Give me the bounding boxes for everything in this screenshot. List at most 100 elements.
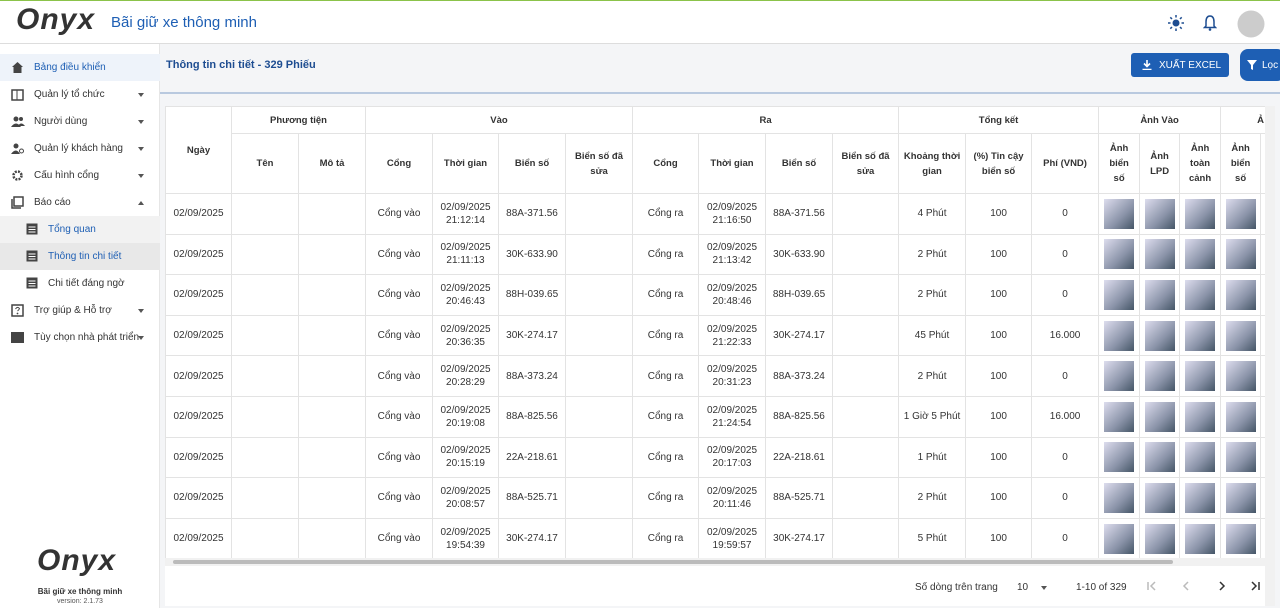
cell: 02/09/2025 21:13:42 bbox=[698, 233, 767, 276]
nav-label: Bảng điều khiển bbox=[34, 62, 106, 73]
theme-toggle[interactable] bbox=[1168, 15, 1184, 31]
empty-cell bbox=[297, 274, 367, 316]
thumbnail[interactable] bbox=[1225, 320, 1256, 351]
table-row[interactable]: 02/09/2025 Cổng vào 02/09/2025 19:54:39 30K… bbox=[165, 517, 1275, 560]
image-cell bbox=[1098, 477, 1141, 519]
thumbnail[interactable] bbox=[1185, 523, 1216, 554]
page-nav[interactable] bbox=[1145, 579, 1260, 593]
nav-item[interactable]: Tùy chọn nhà phát triển bbox=[0, 324, 160, 351]
nav-item[interactable]: Trợ giúp & Hỗ trợ bbox=[0, 297, 160, 324]
thumbnail[interactable] bbox=[1144, 523, 1175, 554]
cell: 1 Giờ 5 Phút bbox=[898, 395, 967, 438]
nav-item[interactable]: Báo cáo bbox=[0, 189, 160, 216]
logo[interactable]: Onyx bbox=[16, 3, 96, 36]
scroll-thumb[interactable] bbox=[173, 560, 1173, 564]
empty-cell bbox=[832, 355, 900, 397]
thumbnail[interactable] bbox=[1104, 401, 1135, 432]
thumbnail[interactable] bbox=[1104, 279, 1135, 310]
thumbnail[interactable] bbox=[1144, 279, 1175, 310]
cell: 30K-633.90 bbox=[498, 233, 567, 276]
nav-subitem[interactable]: Thông tin chi tiết bbox=[0, 243, 160, 270]
cell: 88A-525.71 bbox=[498, 477, 567, 519]
thumbnail[interactable] bbox=[1144, 401, 1175, 432]
table-row[interactable]: 02/09/2025 Cổng vào 02/09/2025 20:15:19 22A… bbox=[165, 436, 1275, 479]
thumbnail[interactable] bbox=[1185, 401, 1216, 432]
cell: Cổng ra bbox=[632, 314, 700, 357]
rows-select[interactable]: 10 bbox=[1017, 582, 1029, 593]
image-cell bbox=[1098, 233, 1141, 276]
thumbnail[interactable] bbox=[1104, 523, 1135, 554]
thumbnail[interactable] bbox=[1144, 320, 1175, 351]
thumbnail[interactable] bbox=[1185, 320, 1216, 351]
thumbnail[interactable] bbox=[1225, 198, 1256, 229]
empty-cell bbox=[297, 193, 367, 235]
export-button[interactable]: XUẤT EXCEL bbox=[1131, 53, 1229, 77]
cell: 88A-525.71 bbox=[765, 477, 834, 519]
thumbnail[interactable] bbox=[1185, 361, 1216, 392]
thumbnail[interactable] bbox=[1144, 482, 1175, 513]
notifications[interactable] bbox=[1203, 15, 1217, 31]
thumbnail[interactable] bbox=[1185, 239, 1216, 270]
cell: 02/09/2025 bbox=[165, 314, 232, 357]
table-row[interactable]: 02/09/2025 Cổng vào 02/09/2025 21:12:14 88A… bbox=[165, 193, 1275, 235]
thumbnail[interactable] bbox=[1185, 442, 1216, 473]
cell: 22A-218.61 bbox=[765, 436, 834, 479]
thumbnail[interactable] bbox=[1104, 361, 1135, 392]
table-row[interactable]: 02/09/2025 Cổng vào 02/09/2025 20:19:08 88A… bbox=[165, 395, 1275, 438]
thumbnail[interactable] bbox=[1144, 442, 1175, 473]
image-cell bbox=[1098, 193, 1141, 235]
thumbnail[interactable] bbox=[1144, 198, 1175, 229]
thumbnail[interactable] bbox=[1225, 442, 1256, 473]
thumbnail[interactable] bbox=[1185, 198, 1216, 229]
table-row[interactable]: 02/09/2025 Cổng vào 02/09/2025 20:08:57 88A… bbox=[165, 477, 1275, 519]
avatar[interactable] bbox=[1237, 10, 1265, 38]
thumbnail[interactable] bbox=[1225, 279, 1256, 310]
column-header: Ảnh toàn cảnh bbox=[1179, 133, 1222, 194]
thumbnail[interactable] bbox=[1185, 279, 1216, 310]
horizontal-scrollbar[interactable] bbox=[165, 558, 1265, 566]
empty-cell bbox=[297, 436, 367, 479]
empty-cell bbox=[231, 436, 299, 479]
thumbnail[interactable] bbox=[1225, 401, 1256, 432]
empty-cell bbox=[297, 395, 367, 438]
nav-item[interactable]: Bảng điều khiển bbox=[0, 54, 160, 81]
cell: 2 Phút bbox=[898, 355, 967, 397]
column-header: Mô tả bbox=[297, 133, 367, 194]
thumbnail[interactable] bbox=[1225, 239, 1256, 270]
thumbnail[interactable] bbox=[1104, 198, 1135, 229]
thumbnail[interactable] bbox=[1225, 482, 1256, 513]
thumbnail[interactable] bbox=[1144, 239, 1175, 270]
cell: 100 bbox=[965, 274, 1033, 316]
thumbnail[interactable] bbox=[1104, 320, 1135, 351]
cell: 22A-218.61 bbox=[498, 436, 567, 479]
table-row[interactable]: 02/09/2025 Cổng vào 02/09/2025 20:46:43 88H… bbox=[165, 274, 1275, 316]
image-cell bbox=[1139, 395, 1181, 438]
table-row[interactable]: 02/09/2025 Cổng vào 02/09/2025 20:36:35 30K… bbox=[165, 314, 1275, 357]
table-row[interactable]: 02/09/2025 Cổng vào 02/09/2025 20:28:29 88A… bbox=[165, 355, 1275, 397]
table-row[interactable]: 02/09/2025 Cổng vào 02/09/2025 21:11:13 30K… bbox=[165, 233, 1275, 276]
vertical-scrollbar[interactable] bbox=[1265, 106, 1275, 606]
cell: Cổng vào bbox=[365, 517, 434, 560]
nav-item[interactable]: Người dùng bbox=[0, 108, 160, 135]
thumbnail[interactable] bbox=[1104, 482, 1135, 513]
thumbnail[interactable] bbox=[1225, 361, 1256, 392]
expand-caret bbox=[138, 336, 144, 340]
column-header: Biển số bbox=[765, 133, 834, 194]
nav-subitem[interactable]: Chi tiết đáng ngờ bbox=[0, 270, 160, 297]
cell: 02/09/2025 20:11:46 bbox=[698, 477, 767, 519]
thumbnail[interactable] bbox=[1144, 361, 1175, 392]
nav-item[interactable]: Quản lý tổ chức bbox=[0, 81, 160, 108]
thumbnail[interactable] bbox=[1104, 239, 1135, 270]
image-cell bbox=[1139, 477, 1181, 519]
cell: 100 bbox=[965, 233, 1033, 276]
nav-subitem[interactable]: Tổng quan bbox=[0, 216, 160, 243]
empty-cell bbox=[231, 477, 299, 519]
nav-item[interactable]: Quản lý khách hàng bbox=[0, 135, 160, 162]
filter-button[interactable]: Lọc bbox=[1240, 49, 1280, 81]
thumbnail[interactable] bbox=[1185, 482, 1216, 513]
thumbnail[interactable] bbox=[1104, 442, 1135, 473]
cell: Cổng vào bbox=[365, 233, 434, 276]
thumbnail[interactable] bbox=[1225, 523, 1256, 554]
nav-item[interactable]: Cấu hình cổng bbox=[0, 162, 160, 189]
